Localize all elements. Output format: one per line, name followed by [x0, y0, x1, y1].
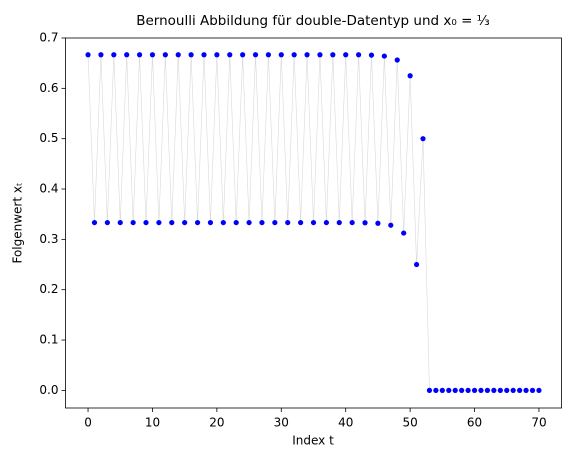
data-point: [420, 136, 426, 142]
data-point: [246, 219, 252, 226]
data-point: [323, 219, 329, 226]
data-point: [413, 261, 420, 268]
data-point: [368, 52, 375, 58]
data-point: [227, 52, 233, 58]
data-point: [517, 387, 523, 393]
data-point: [162, 52, 168, 58]
data-point: [433, 387, 439, 393]
data-point: [497, 387, 503, 393]
data-point: [85, 52, 91, 58]
x-tick-label: 60: [467, 416, 482, 430]
y-tick-label: 0.3: [39, 232, 58, 246]
x-tick-label: 10: [145, 416, 160, 430]
data-point: [439, 387, 445, 393]
data-point: [291, 52, 297, 58]
y-tick-label: 0.2: [39, 282, 58, 296]
data-point: [491, 387, 497, 393]
data-point: [136, 52, 143, 58]
x-tick-label: 30: [274, 416, 289, 430]
data-point: [330, 52, 336, 58]
x-axis-label: Index t: [292, 434, 334, 448]
data-point: [471, 387, 478, 393]
data-point: [388, 222, 394, 228]
data-point: [426, 387, 433, 393]
data-point: [459, 387, 465, 393]
y-tick-label: 0.7: [39, 31, 58, 45]
data-point: [124, 52, 130, 58]
data-point: [355, 52, 362, 58]
data-point: [240, 52, 246, 58]
x-tick-label: 40: [338, 416, 353, 430]
y-tick-label: 0.0: [39, 383, 58, 397]
data-point: [484, 387, 491, 393]
data-point: [91, 219, 98, 226]
data-point: [149, 52, 156, 58]
data-point: [104, 219, 110, 226]
data-point: [298, 219, 304, 226]
data-point: [510, 387, 516, 393]
data-point: [233, 219, 239, 226]
data-point: [111, 52, 117, 58]
plot-area: [65, 37, 562, 409]
data-point: [529, 387, 536, 393]
data-point: [188, 52, 194, 58]
data-point: [336, 219, 342, 226]
data-point: [523, 387, 529, 393]
data-point: [381, 53, 387, 59]
data-point: [446, 387, 452, 393]
data-point: [265, 52, 272, 58]
data-point: [182, 219, 188, 226]
y-axis-label: Folgenwert xₜ: [11, 182, 25, 263]
data-point: [278, 52, 284, 58]
data-point: [465, 387, 471, 393]
data-point: [401, 230, 407, 236]
x-tick-label: 20: [209, 416, 224, 430]
data-point: [536, 387, 542, 393]
data-point: [478, 387, 484, 393]
data-point: [349, 219, 355, 226]
y-tick-label: 0.6: [39, 81, 58, 95]
data-point: [143, 219, 149, 226]
y-tick-label: 0.5: [39, 131, 58, 145]
data-point: [394, 57, 400, 63]
y-tick-label: 0.4: [39, 182, 58, 196]
data-point: [156, 219, 162, 226]
data-point: [130, 219, 136, 226]
data-point: [194, 219, 201, 226]
data-point: [201, 52, 207, 58]
data-point: [504, 387, 510, 393]
data-point: [214, 52, 220, 58]
y-tick-label: 0.1: [39, 333, 58, 347]
data-point: [343, 52, 349, 58]
data-point: [117, 219, 123, 226]
data-point: [207, 219, 214, 226]
data-point: [272, 219, 278, 226]
data-point: [375, 220, 381, 226]
data-point: [252, 52, 259, 58]
data-point: [220, 219, 226, 226]
chart-title: Bernoulli Abbildung für double-Datentyp …: [136, 13, 490, 29]
data-point: [98, 52, 104, 58]
data-point: [317, 52, 323, 58]
data-point: [452, 387, 458, 393]
x-tick-label: 50: [402, 416, 417, 430]
data-point: [285, 219, 291, 226]
data-point: [362, 220, 368, 226]
data-point: [304, 52, 310, 58]
data-point: [169, 219, 175, 226]
data-point: [407, 73, 413, 79]
x-tick-label: 70: [531, 416, 546, 430]
data-point: [175, 52, 181, 58]
data-point: [310, 219, 317, 226]
x-tick-label: 0: [84, 416, 92, 430]
data-point: [259, 219, 265, 226]
